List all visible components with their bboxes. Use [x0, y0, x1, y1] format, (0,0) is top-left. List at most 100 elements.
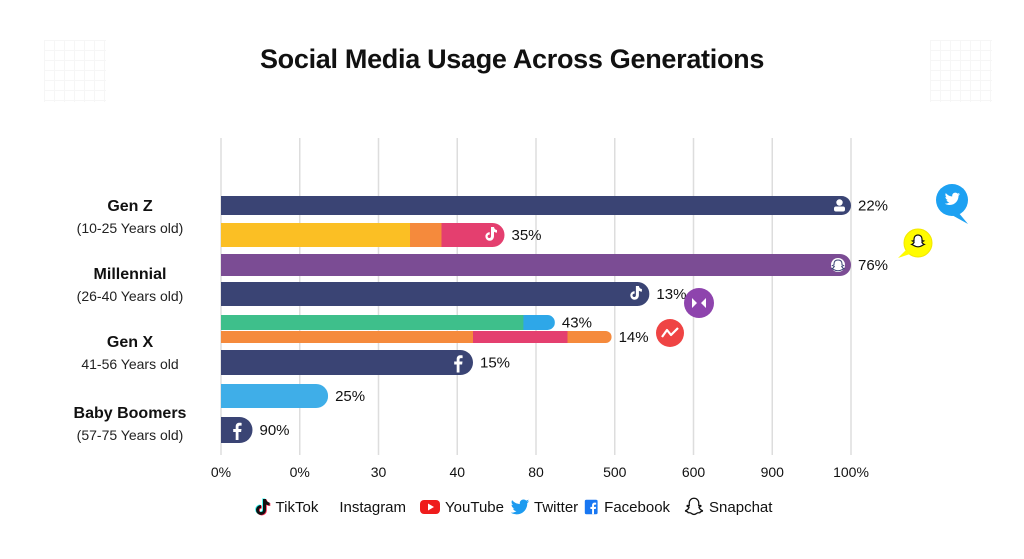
- snapchat-icon: [898, 228, 933, 258]
- messenger-icon-bolt: [661, 327, 679, 338]
- bar-left-edge: [221, 254, 232, 276]
- bar-segment: [221, 331, 479, 343]
- bar-left-edge: [221, 223, 233, 247]
- messenger-icon: [684, 288, 714, 318]
- legend-label: Snapchat: [709, 498, 773, 516]
- decorative-grid-right: [930, 40, 992, 102]
- bar-value-label: 76%: [858, 257, 888, 274]
- bar-left-edge: [221, 196, 231, 215]
- snapchat-icon: [830, 258, 846, 272]
- bar-left-edge: [221, 331, 227, 343]
- bar-segment: [221, 282, 650, 306]
- bar-segments: [221, 384, 329, 408]
- bar-segment: [221, 254, 851, 276]
- messenger-icon: [656, 319, 684, 347]
- facebook-icon: [454, 355, 463, 373]
- bar-value-label: 22%: [858, 198, 888, 215]
- x-tick-label: 0%: [211, 464, 231, 480]
- group-name: Gen Z: [107, 198, 153, 215]
- legend-item-facebook: Facebook: [584, 497, 670, 517]
- x-tick-label: 80: [528, 464, 544, 480]
- x-tick-label: 30: [371, 464, 387, 480]
- legend-label: TikTok: [275, 498, 319, 516]
- group-label-millennial: Millennial (26-40 Years old): [30, 266, 230, 304]
- bar-segments: [221, 315, 555, 330]
- group-name: Millennial: [93, 266, 167, 283]
- bar-3: [221, 282, 650, 306]
- group-age-range: 41-56 Years old: [81, 356, 179, 372]
- decorative-grid-left: [44, 40, 106, 102]
- x-tick-label: 600: [682, 464, 706, 480]
- legend-label: Twitter: [533, 498, 579, 516]
- snapchat-icon-tail: [898, 250, 910, 258]
- legend-item-instagram: Instagram: [339, 499, 406, 516]
- legend-item-twitter: Twitter: [510, 497, 578, 517]
- legend-label: Facebook: [604, 498, 671, 516]
- bar-left-edge: [221, 282, 233, 306]
- bar-value-label: 35%: [512, 227, 542, 244]
- bar-value-label: 90%: [260, 422, 290, 439]
- bar-segment: [221, 315, 531, 330]
- bar-left-edge: [221, 350, 234, 375]
- bar-segment: [523, 315, 555, 330]
- twitter-icon-bird: [944, 192, 960, 206]
- tiktok-icon: [485, 227, 497, 241]
- messenger-icon-bubble: [684, 288, 714, 318]
- group-age-range: (26-40 Years old): [76, 288, 184, 304]
- bar-segment: [441, 223, 505, 247]
- bar-value-label: 43%: [562, 315, 592, 332]
- snapchat-icon-ghost: [830, 259, 846, 272]
- group-name: Baby Boomers: [73, 405, 187, 422]
- user-icon-head: [836, 199, 843, 206]
- x-tick-label: 500: [603, 464, 627, 480]
- bar-left-edge: [221, 384, 233, 408]
- bar-2: [221, 254, 851, 276]
- tiktok-icon-glyph: [485, 227, 497, 241]
- user-icon: [834, 199, 845, 212]
- bar-segments: [221, 350, 473, 375]
- facebook-icon-glyph: [233, 422, 242, 440]
- snapchat-icon-ghost: [910, 234, 926, 248]
- bar-segment: [221, 384, 329, 408]
- group-label-baby-boomers: Baby Boomers (57-75 Years old): [30, 405, 230, 443]
- legend-item-tiktok: TikTok: [252, 497, 319, 517]
- group-name: Gen X: [106, 334, 154, 351]
- group-label-gen-x: Gen X 41-56 Years old: [30, 334, 230, 372]
- legend-item-snapchat: Snapchat: [683, 496, 772, 518]
- twitter-icon-tail: [950, 212, 968, 224]
- facebook-icon: [584, 499, 598, 515]
- bar-7: [221, 384, 329, 408]
- group-age-range: (10-25 Years old): [76, 220, 184, 236]
- bar-segments: [221, 282, 650, 306]
- messenger-icon-glyph: [692, 298, 706, 308]
- bar-segment: [221, 350, 473, 375]
- bar-segments: [221, 196, 851, 215]
- group-label-gen-z: Gen Z (10-25 Years old): [30, 198, 230, 236]
- legend: TikTok Instagram YouTube Twitter Faceboo…: [0, 496, 1024, 518]
- twitter-icon: [936, 184, 968, 224]
- x-tick-label: 0%: [290, 464, 310, 480]
- chart-title: Social Media Usage Across Generations: [259, 44, 765, 74]
- bar-segments: [221, 223, 505, 247]
- facebook-icon: [233, 422, 242, 440]
- user-icon-body: [834, 206, 845, 212]
- bar-left-edge: [221, 315, 229, 330]
- legend-label: Instagram: [339, 498, 407, 516]
- bar-6: [221, 350, 473, 375]
- bar-value-label: 25%: [335, 388, 365, 405]
- legend-label: YouTube: [445, 498, 504, 516]
- bar-4: [221, 315, 555, 330]
- legend-item-youtube: YouTube: [419, 497, 504, 517]
- bar-segments: [221, 254, 851, 276]
- tiktok-icon: [630, 286, 642, 300]
- tiktok-icon-glyph: [630, 286, 642, 300]
- bar-segment: [567, 331, 612, 343]
- bar-segment: [221, 223, 422, 247]
- bar-value-label: 13%: [656, 286, 686, 303]
- tiktok-icon: [254, 498, 270, 516]
- bar-5: [221, 331, 612, 343]
- group-age-range: (57-75 Years old): [76, 427, 184, 443]
- bar-segments: [221, 331, 612, 343]
- x-tick-label: 900: [761, 464, 785, 480]
